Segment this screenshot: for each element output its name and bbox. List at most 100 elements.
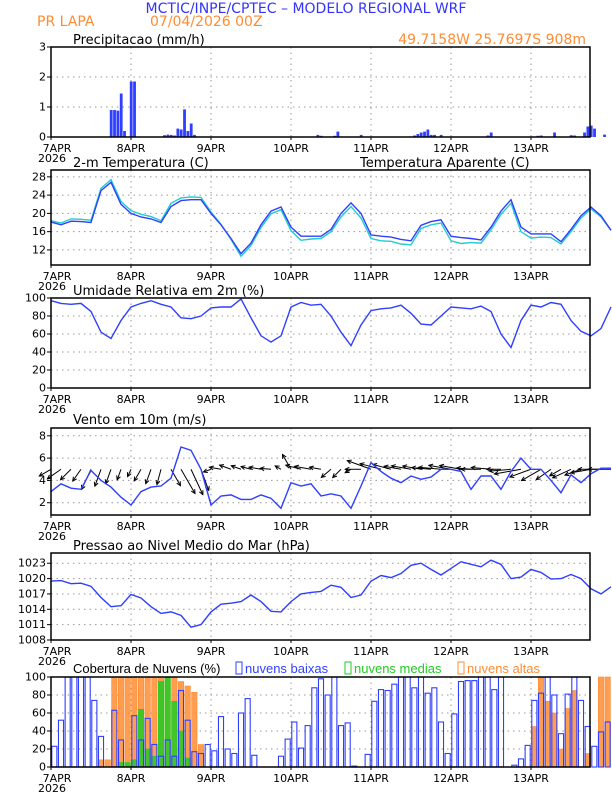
wind-title: Vento em 10m (m/s) xyxy=(73,413,206,428)
wind-arrow xyxy=(309,466,322,470)
wind-arrow-head xyxy=(460,466,466,472)
cloud-bar-mid xyxy=(177,730,185,768)
wind-arrow xyxy=(549,468,562,477)
wind-arrow-head xyxy=(493,470,499,476)
wind-series-line xyxy=(50,446,611,510)
wind-arrow-head xyxy=(199,490,204,496)
cloud-bar-low xyxy=(597,731,605,768)
cloud-title: Cobertura de Nuvens (%) xyxy=(73,661,220,676)
wind-arrow-head xyxy=(344,466,350,472)
wind-arrow-head xyxy=(259,466,265,472)
cloud-bar-low xyxy=(451,713,458,768)
pressure-panel: 1008 1011 1014 1017 1020 1023 7APR 8APR 9APR 10AP… xyxy=(18,552,612,668)
cloud-bar-high xyxy=(597,676,605,768)
wind-arrow-head xyxy=(133,476,139,482)
cloud-bar-low xyxy=(324,694,331,768)
wind-xtick-label: 13APR xyxy=(513,520,549,533)
cloud-bar-mid xyxy=(137,709,145,768)
wind-arrow xyxy=(347,460,372,470)
cloud-bar-high xyxy=(564,708,571,768)
cloud-bar-low xyxy=(411,687,418,768)
pressure-xtick-label: 9APR xyxy=(197,645,226,658)
precip-ytick-label: 2 xyxy=(39,71,46,84)
wind-arrow xyxy=(203,468,212,473)
cloud-bar-low xyxy=(517,758,525,768)
cloud-bar-low xyxy=(337,725,345,768)
wind-arrow xyxy=(105,469,112,484)
wind-arrow xyxy=(219,464,232,470)
wind-arrow xyxy=(521,468,542,481)
cloud-bar-low xyxy=(311,687,318,768)
wind-arrow xyxy=(248,466,262,470)
rh-xtick-label: 13APR xyxy=(513,393,549,406)
cloud-xtick-label: 13APR xyxy=(513,772,549,785)
wind-arrow xyxy=(489,468,512,472)
temp-xtick-label: 10APR xyxy=(273,270,309,283)
wind-arrow xyxy=(321,468,332,478)
cloud-bar-low xyxy=(591,745,598,768)
pressure-frame xyxy=(50,552,591,641)
cloud-bar-mid xyxy=(184,757,191,768)
precip-bar xyxy=(169,134,173,137)
cloud-bar-low xyxy=(577,699,585,768)
temp-ytick-label: 20 xyxy=(32,207,46,220)
pressure-xtick-label: 11APR xyxy=(353,645,389,658)
wind-arrow xyxy=(274,465,282,470)
wind-xtick-label: 7APR xyxy=(43,520,72,533)
wind-arrow xyxy=(282,454,292,470)
wind-xtick-label: 11APR xyxy=(353,520,389,533)
precip-bar xyxy=(113,110,116,137)
rh-ytick-label: 60 xyxy=(32,328,46,341)
wind-ytick-label: 2 xyxy=(39,496,46,509)
apparent-temp-legend: Temperatura Aparente (C) xyxy=(359,156,530,171)
pressure-series-line xyxy=(50,559,612,628)
cloud-bar-low xyxy=(377,689,385,768)
cloud-bar-high xyxy=(571,690,578,768)
precip-bar xyxy=(186,131,190,137)
rh-xtick-label: 10APR xyxy=(273,393,309,406)
temp-title: 2-m Temperatura (C) xyxy=(73,156,209,171)
cloud-bar-high xyxy=(151,676,158,768)
pressure-xtick-label: 7APR xyxy=(43,645,72,658)
cloud-bar-low xyxy=(291,721,298,768)
precip-xtick-label: 10APR xyxy=(273,142,309,155)
legend-high-label: nuvens altas xyxy=(467,661,540,676)
cloud-xtick-label: 12APR xyxy=(433,772,469,785)
cloud-bar-low xyxy=(371,700,378,768)
wind-arrow-head xyxy=(535,475,541,481)
pressure-xtick-label: 13APR xyxy=(513,645,549,658)
precip-xtick-label: 8APR xyxy=(117,142,146,155)
wind-arrow-head xyxy=(576,466,583,472)
wind-arrow-head xyxy=(563,471,570,477)
cloud-bar-low xyxy=(384,689,391,768)
cloud-bar-low xyxy=(237,712,245,768)
precip-bar xyxy=(163,135,166,137)
precip-xtick-label: 12APR xyxy=(433,142,469,155)
wind-arrow xyxy=(411,467,432,470)
wind-arrow-head xyxy=(208,465,214,471)
precip-title: Precipitacao (mm/h) xyxy=(73,33,205,48)
pressure-ytick-label: 1017 xyxy=(18,587,46,600)
temp-xtick-label: 8APR xyxy=(117,270,146,283)
header-coords: 49.7158W 25.7697S 908m xyxy=(398,32,586,48)
temp-xtick-label: 11APR xyxy=(353,270,389,283)
temp-year-label: 2026 xyxy=(38,280,66,293)
cloud-bar-mid xyxy=(171,700,178,768)
cloud-bar-high xyxy=(124,676,131,768)
cloud-bar-low xyxy=(277,755,285,768)
wind-arrow-head xyxy=(488,468,494,474)
cloud-bar-low xyxy=(244,698,251,768)
wind-arrow xyxy=(116,469,122,481)
wind-arrow-head xyxy=(190,489,196,495)
wind-arrow-head xyxy=(548,471,555,477)
wind-arrow xyxy=(552,468,572,479)
wind-arrow xyxy=(190,469,204,495)
cloud-panel: 0 20 40 60 80 100 7APR 8APR 9APR 10APR 11APR 12APR 1… xyxy=(25,671,611,792)
cloud-bar-low xyxy=(471,680,478,768)
cloud-xtick-label: 10APR xyxy=(273,772,309,785)
cloud-bar-low xyxy=(484,676,491,768)
precip-bar xyxy=(166,134,170,137)
cloud-bar-mid xyxy=(164,676,171,768)
wind-arrow-head xyxy=(59,475,65,481)
pressure-title: Pressao ao Nivel Medio do Mar (hPa) xyxy=(73,539,310,554)
